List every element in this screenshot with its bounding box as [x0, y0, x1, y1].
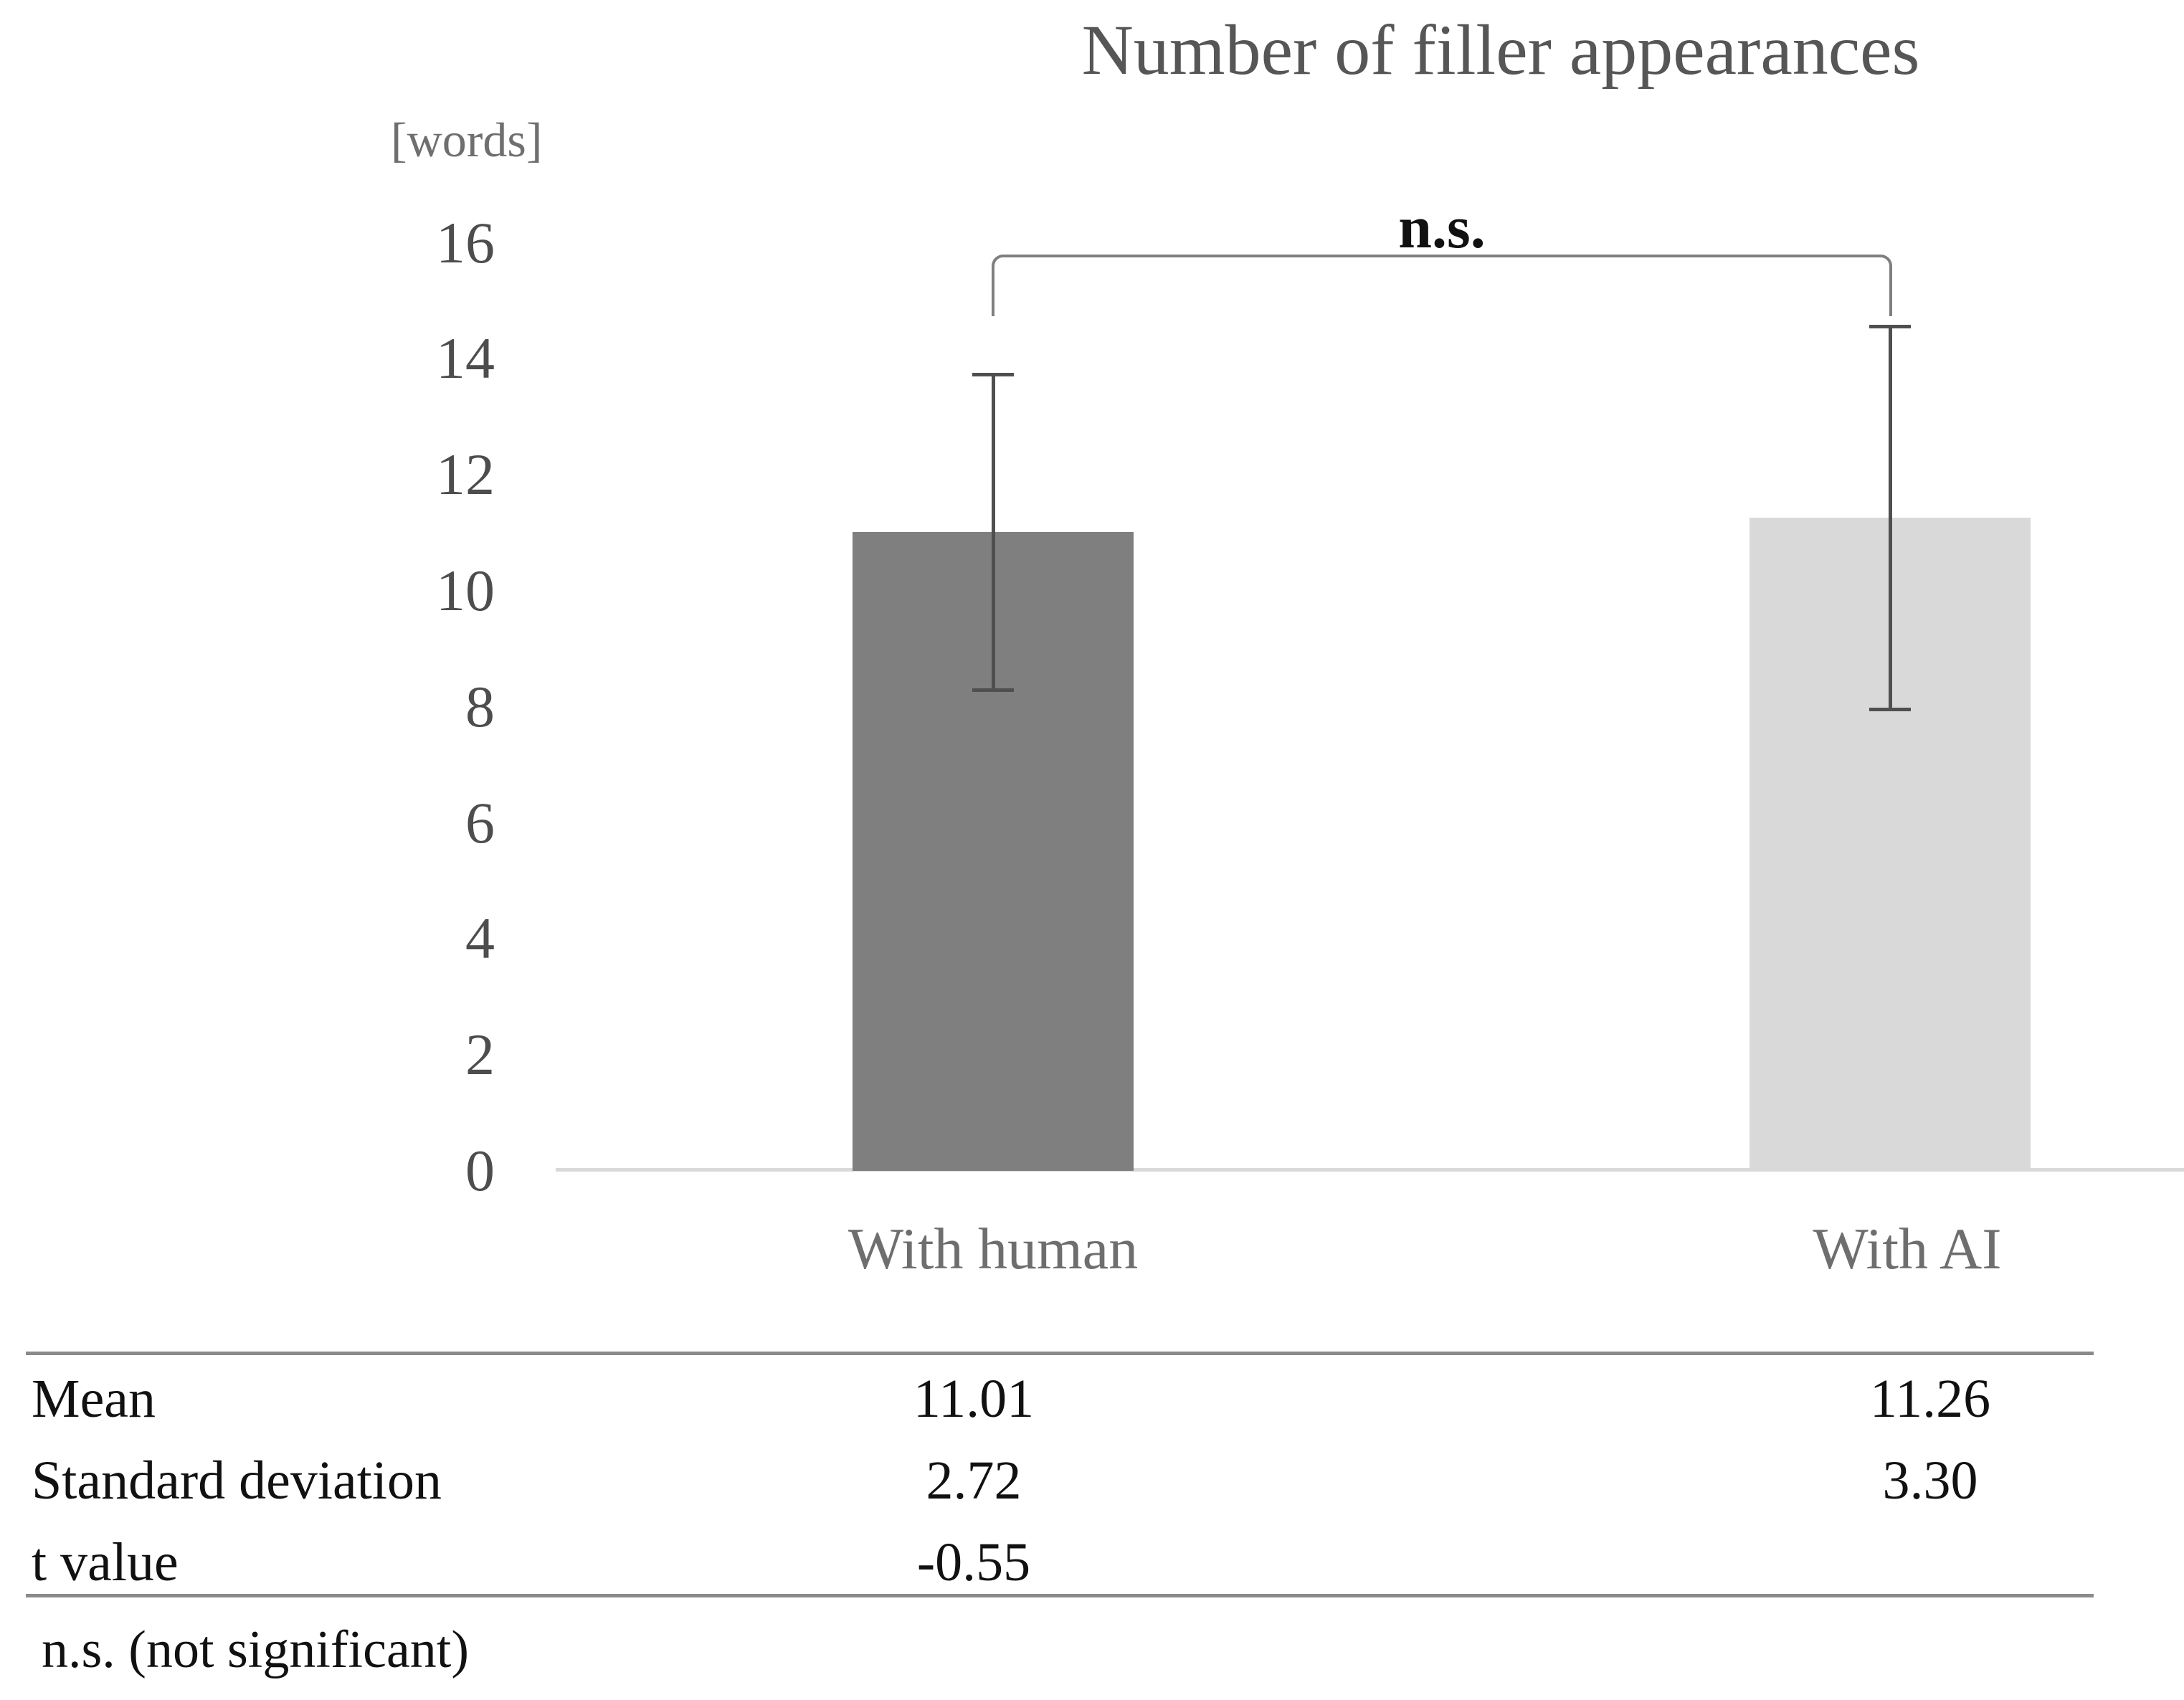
y-tick-label-6: 6 — [465, 789, 495, 855]
mean-with-human: 11.01 — [913, 1369, 1035, 1429]
y-tick-label-12: 12 — [436, 442, 495, 508]
error-bar-bottom-cap-with-human — [972, 688, 1014, 693]
y-tick-label-2: 2 — [465, 1022, 495, 1088]
y-tick-label-14: 14 — [436, 326, 495, 391]
table-row-mean: Mean 11.01 11.26 — [26, 1358, 2094, 1440]
row-label: Mean — [32, 1369, 156, 1429]
y-tick-label-0: 0 — [465, 1138, 495, 1203]
chart-title: Number of filler appearances — [1081, 10, 1920, 90]
significance-bracket — [992, 255, 1892, 316]
y-tick-label-10: 10 — [436, 558, 495, 623]
category-label-with-ai: With AI — [1813, 1216, 2002, 1281]
error-bar-with-ai — [1889, 326, 1892, 710]
significance-label: n.s. — [1398, 194, 1486, 261]
footnote: n.s. (not significant) — [42, 1620, 470, 1679]
row-label: t value — [32, 1532, 179, 1592]
y-tick-label-8: 8 — [465, 673, 495, 739]
y-tick-label-4: 4 — [465, 906, 495, 972]
x-axis-line — [556, 1168, 2184, 1172]
stats-table: Mean 11.01 11.26 Standard deviation 2.72… — [26, 1352, 2094, 1597]
row-label: Standard deviation — [32, 1450, 442, 1511]
t-value: -0.55 — [916, 1532, 1031, 1592]
category-label-with-human: With human — [848, 1216, 1139, 1281]
table-row-standard-deviation: Standard deviation 2.72 3.30 — [26, 1440, 2094, 1521]
mean-with-ai: 11.26 — [1869, 1369, 1991, 1429]
error-bar-with-human — [992, 374, 995, 690]
error-bar-top-cap-with-ai — [1869, 325, 1911, 329]
table-row-t-value: t value -0.55 — [26, 1521, 2094, 1603]
error-bar-bottom-cap-with-ai — [1869, 708, 1911, 712]
sd-with-human: 2.72 — [926, 1450, 1022, 1511]
y-axis-unit-label: [words] — [391, 113, 543, 167]
error-bar-top-cap-with-human — [972, 373, 1014, 377]
y-tick-label-16: 16 — [436, 209, 495, 275]
sd-with-ai: 3.30 — [1882, 1450, 1978, 1511]
